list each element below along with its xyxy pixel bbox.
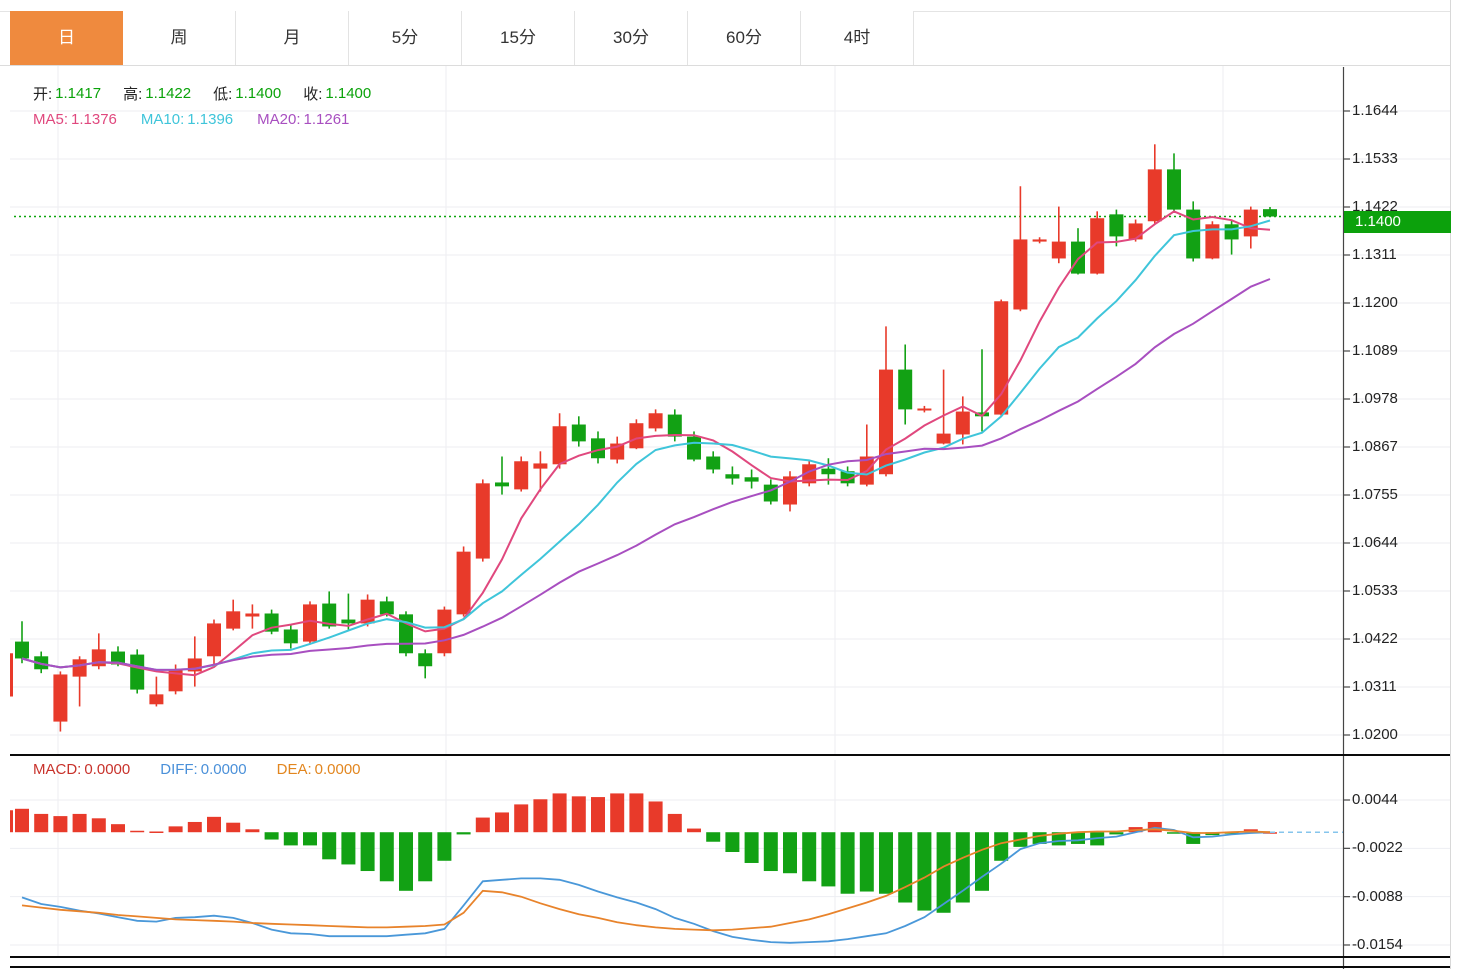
candles-group: [15, 144, 1277, 732]
price-tick-label: 1.1533: [1352, 150, 1398, 167]
tab-week[interactable]: 周: [123, 11, 236, 65]
high-value: 1.1422: [145, 85, 192, 102]
dea-label: DEA:: [276, 761, 312, 778]
time-axis-bottom-border: [10, 966, 1450, 968]
high-readout: 高: 1.1422: [123, 83, 191, 104]
ma10-line: [21, 219, 1271, 671]
ma20-readout: MA20: 1.1261: [257, 111, 349, 128]
close-label: 收:: [303, 86, 323, 103]
tab-month[interactable]: 月: [236, 11, 349, 65]
close-value: 1.1400: [325, 85, 372, 102]
macd-value-readout: MACD: 0.0000: [33, 761, 130, 778]
ma20-value: 1.1261: [303, 111, 350, 128]
ma20-label: MA20:: [257, 111, 301, 128]
timeframe-tab-bar: 日周月 5分 15分 30分 60分 4时: [10, 11, 914, 65]
ma20-line: [21, 278, 1271, 671]
low-value: 1.1400: [235, 85, 282, 102]
price-tick-label: 1.1644: [1352, 102, 1398, 119]
price-tick-label: 1.1200: [1352, 294, 1398, 311]
high-label: 高:: [123, 86, 143, 103]
ma5-readout: MA5: 1.1376: [33, 111, 117, 128]
diff-label: DIFF:: [160, 761, 198, 778]
ma10-value: 1.1396: [187, 111, 234, 128]
dea-value: 0.0000: [314, 761, 361, 778]
tab-day[interactable]: 日: [10, 11, 123, 65]
macd-tick-label: -0.0088: [1352, 887, 1403, 905]
price-tick-label: 1.0200: [1352, 726, 1398, 743]
tab-30min[interactable]: 30分: [575, 11, 688, 65]
price-tick-label: 1.0755: [1352, 486, 1398, 503]
price-tick-label: 1.0422: [1352, 630, 1398, 647]
price-chart[interactable]: [10, 65, 1450, 755]
price-tick-label: 1.0311: [1352, 678, 1397, 695]
tab-4hour[interactable]: 4时: [801, 11, 914, 65]
price-tick-label: 1.0867: [1352, 438, 1398, 455]
macd-readout: MACD: 0.0000 DIFF: 0.0000 DEA: 0.0000: [33, 761, 361, 778]
ohlc-readout: 开: 1.1417 高: 1.1422 低: 1.1400 收: 1.1400: [33, 83, 371, 104]
macd-histogram: [15, 793, 1277, 913]
close-readout: 收: 1.1400: [303, 83, 371, 104]
price-tick-label: 1.1422: [1352, 198, 1398, 215]
macd-value: 0.0000: [84, 761, 131, 778]
ma10-label: MA10:: [140, 111, 185, 128]
price-tick-label: 1.0644: [1352, 534, 1398, 551]
macd-chart[interactable]: [10, 756, 1450, 969]
tab-15min[interactable]: 15分: [462, 11, 575, 65]
diff-value-readout: DIFF: 0.0000: [160, 761, 246, 778]
ma-readout: MA5: 1.1376 MA10: 1.1396 MA20: 1.1261: [33, 111, 349, 128]
macd-bottom-divider: [10, 956, 1450, 958]
dea-value-readout: DEA: 0.0000: [277, 761, 361, 778]
macd-tick-label: 0.0044: [1352, 791, 1398, 808]
dea-line: [21, 828, 1271, 932]
low-label: 低:: [213, 86, 233, 103]
open-value: 1.1417: [55, 85, 102, 102]
current-price-tag: 1.1400: [1344, 211, 1451, 233]
ma5-value: 1.1376: [71, 111, 117, 128]
open-readout: 开: 1.1417: [33, 83, 101, 104]
tab-60min[interactable]: 60分: [688, 11, 801, 65]
diff-value: 0.0000: [200, 761, 247, 778]
macd-label: MACD:: [33, 761, 82, 778]
price-tick-label: 1.1311: [1352, 246, 1397, 263]
price-tick-label: 1.1089: [1352, 342, 1398, 359]
ma5-label: MA5:: [33, 111, 69, 128]
widget-right-border: [1450, 0, 1451, 969]
price-tick-label: 1.0533: [1352, 582, 1398, 599]
low-readout: 低: 1.1400: [213, 83, 281, 104]
panel-divider: [10, 754, 1450, 756]
ma5-line: [21, 210, 1271, 677]
ma10-readout: MA10: 1.1396: [141, 111, 233, 128]
macd-tick-label: -0.0154: [1352, 935, 1403, 953]
diff-line: [21, 826, 1271, 944]
macd-tick-label: -0.0022: [1352, 839, 1403, 857]
tabbar-bottom-border: [0, 65, 1450, 66]
open-label: 开:: [33, 86, 53, 103]
price-tick-label: 1.0978: [1352, 390, 1398, 407]
tab-5min[interactable]: 5分: [349, 11, 462, 65]
